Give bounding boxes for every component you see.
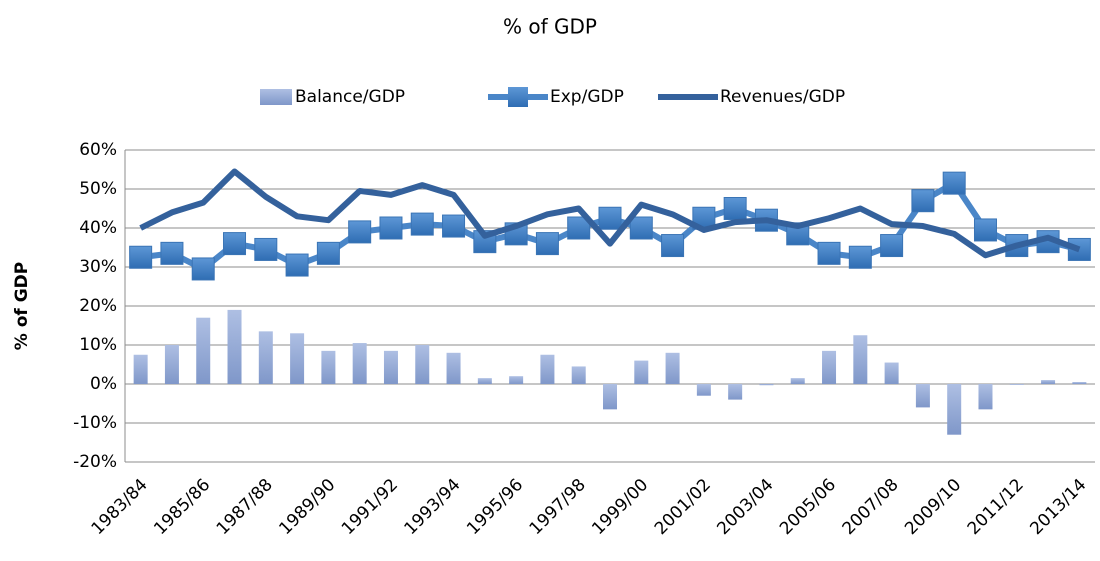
x-tick-label: 1999/00 [588,475,652,539]
marker [160,241,184,265]
bar [759,384,774,386]
bar [383,350,398,384]
x-tick-label: 2005/06 [776,475,840,539]
y-tick-label: 60% [79,140,117,160]
x-tick-label: 1985/86 [150,475,214,539]
bar [446,352,461,384]
bar [728,384,743,400]
x-tick-label: 2003/04 [713,475,777,539]
bar [415,345,430,384]
bar [915,384,930,408]
bar [290,333,305,384]
bar [634,360,649,384]
x-tick-label: 2007/08 [839,475,903,539]
x-tick-label: 1997/98 [526,475,590,539]
marker [129,245,153,269]
y-tick-label: -10% [73,413,117,433]
legend-marker [508,87,528,107]
bar [822,350,837,384]
bar [665,352,680,384]
marker [880,234,904,258]
marker [567,216,591,240]
y-tick-label: 0% [90,374,117,394]
marker [598,206,622,230]
legend-label: Balance/GDP [295,87,405,107]
bar [352,343,367,384]
marker [973,218,997,242]
bar [1041,380,1056,384]
bar [947,384,962,435]
x-tick-label: 1989/90 [275,475,339,539]
marker [911,189,935,213]
legend-label: Revenues/GDP [720,87,845,107]
x-tick-label: 1993/94 [401,475,465,539]
marker [410,212,434,236]
marker [223,232,247,256]
x-tick-label: 1983/84 [88,475,152,539]
marker [348,220,372,244]
y-tick-label: 50% [79,179,117,199]
bar [258,331,273,384]
legend-swatch [260,89,292,105]
bar [1072,382,1087,384]
x-tick-label: 1991/92 [338,475,402,539]
y-tick-label: 10% [79,335,117,355]
marker [817,241,841,265]
bar [133,354,148,384]
y-tick-label: -20% [73,452,117,472]
x-tick-label: 1995/96 [463,475,527,539]
marker [661,234,685,258]
bar [790,378,805,384]
marker [379,216,403,240]
chart-title: % of GDP [503,15,597,39]
marker [723,197,747,220]
bar [1009,384,1024,385]
x-tick-label: 2001/02 [651,475,715,539]
bar [509,376,524,384]
bar [603,384,617,410]
y-tick-label: 40% [79,218,117,238]
bar [571,366,586,384]
y-axis-label: % of GDP [12,262,32,350]
marker [629,216,653,240]
y-tick-label: 30% [79,257,117,277]
marker [942,171,966,195]
bar [696,384,711,396]
legend-label: Exp/GDP [550,87,624,107]
bar [884,362,899,384]
x-tick-label: 1987/88 [213,475,277,539]
bar [227,309,242,384]
marker [254,237,278,261]
x-tick-label: 2013/14 [1026,475,1090,539]
bar [164,345,179,384]
bar [321,350,336,384]
line [139,168,1081,259]
bar [853,335,868,384]
marker [316,241,340,265]
bar [540,354,555,384]
x-tick-label: 2011/12 [964,475,1028,539]
marker [285,253,309,277]
marker [786,222,810,246]
bar [477,378,492,384]
bar [978,384,993,410]
marker [442,214,466,238]
y-tick-label: 20% [79,296,117,316]
marker [535,232,559,256]
marker [848,245,872,269]
bar [196,317,211,384]
marker [191,257,215,281]
x-tick-label: 2009/10 [901,475,965,539]
